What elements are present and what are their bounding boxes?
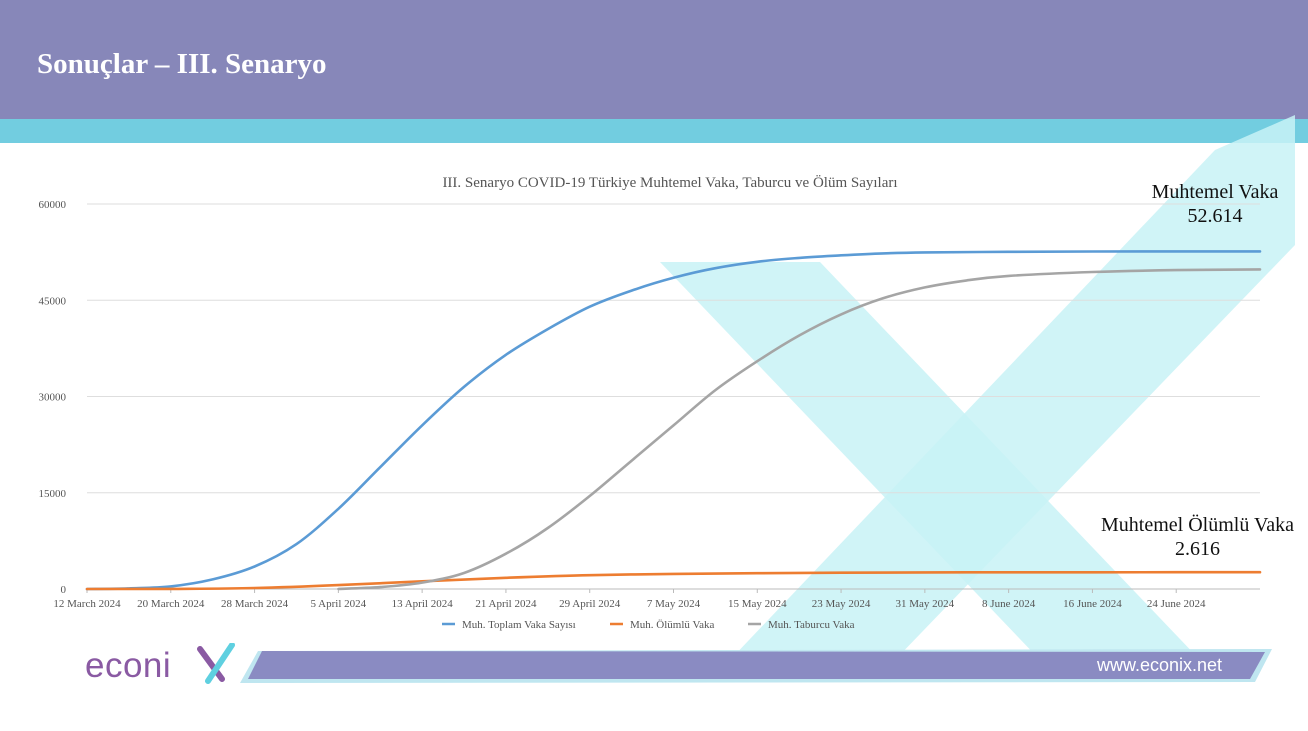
x-tick-label: 7 May 2024 [647,598,701,610]
legend-label: Muh. Ölümlü Vaka [630,619,715,631]
x-tick-label: 21 April 2024 [475,598,537,610]
logo-x-icon [197,643,235,684]
annotation-deaths: Muhtemel Ölümlü Vaka 2.616 [1085,513,1308,561]
slide-title: Sonuçlar – III. Senaryo [37,48,327,80]
x-tick-label: 20 March 2024 [137,598,205,610]
y-tick-label: 0 [61,584,67,596]
series-lines [85,250,1262,591]
legend-item-total-cases: Muh. Toplam Vaka Sayısı [442,619,576,631]
econix-logo: econi [85,646,172,685]
annotation-total-cases: Muhtemel Vaka 52.614 [1135,180,1295,228]
series-line-deaths [85,570,1262,591]
x-tick-label: 12 March 2024 [53,598,121,610]
x-tick-label: 5 April 2024 [311,598,367,610]
header-accent-band [0,119,1308,143]
title-bar: Sonuçlar – III. Senaryo [0,0,1308,119]
y-tick-label: 30000 [39,392,67,404]
x-tick-label: 15 May 2024 [728,598,787,610]
annotation-total-cases-label: Muhtemel Vaka [1151,181,1279,203]
annotation-deaths-label: Muhtemel Ölümlü Vaka [1101,514,1294,536]
x-tick-label: 13 April 2024 [392,598,454,610]
x-tick-label: 28 March 2024 [221,598,289,610]
chart-title: III. Senaryo COVID-19 Türkiye Muhtemel V… [442,174,897,191]
y-tick-label: 60000 [39,199,67,211]
website-url: www.econix.net [1097,655,1223,675]
legend-label: Muh. Taburcu Vaka [768,619,855,631]
x-tick-label: 29 April 2024 [559,598,621,610]
x-tick-label: 31 May 2024 [896,598,955,610]
series-line-total-cases [85,250,1262,591]
x-tick-label: 16 June 2024 [1063,598,1122,610]
x-axis-ticks: 12 March 2024 20 March 2024 28 March 2024 5… [53,589,1206,610]
chart-legend: Muh. Toplam Vaka Sayısı Muh. Ölümlü Vaka M… [442,619,855,631]
y-tick-label: 15000 [39,488,67,500]
x-tick-label: 23 May 2024 [812,598,871,610]
legend-item-deaths: Muh. Ölümlü Vaka [610,619,715,631]
annotation-deaths-value: 2.616 [1175,538,1220,560]
annotation-total-cases-value: 52.614 [1187,205,1243,227]
y-tick-label: 45000 [39,295,67,307]
x-tick-label: 24 June 2024 [1147,598,1206,610]
gridlines [87,203,1260,590]
x-tick-label: 8 June 2024 [982,598,1036,610]
legend-item-discharged: Muh. Taburcu Vaka [748,619,855,631]
series-line-discharged [337,268,1262,591]
legend-label: Muh. Toplam Vaka Sayısı [462,619,576,631]
y-axis-ticks: 0 15000 30000 45000 60000 [39,199,67,596]
